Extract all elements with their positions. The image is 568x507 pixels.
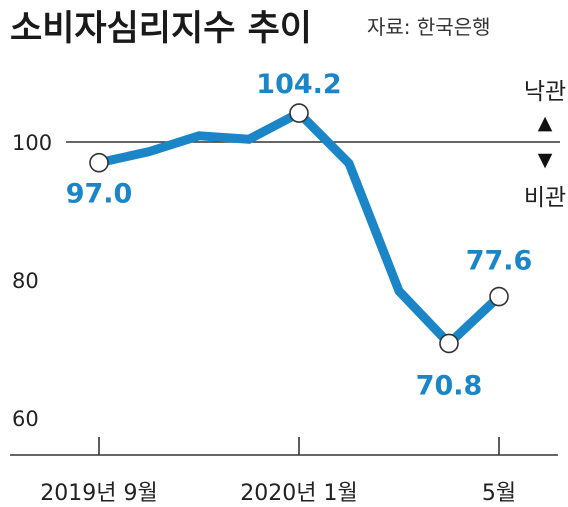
data-point-marker [439, 333, 459, 354]
reference-line-group: 낙관 ▲ ▼ 비관 [66, 79, 566, 211]
x-tick-label: 2020년 1월 [240, 481, 357, 506]
data-label: 77.6 [466, 246, 533, 277]
x-tick-label: 5월 [482, 481, 516, 506]
y-axis: 60 80 100 [12, 131, 52, 431]
chart-title: 소비자심리지수 추이 [10, 9, 312, 49]
down-arrow-icon: ▼ [538, 149, 553, 171]
y-tick-label: 80 [12, 269, 39, 293]
series-group [89, 103, 509, 354]
y-tick-label: 100 [12, 131, 52, 155]
x-axis: 2019년 9월 2020년 1월 5월 [10, 437, 558, 506]
x-tick-label: 2019년 9월 [40, 481, 157, 506]
series-line [98, 107, 503, 350]
y-tick-label: 60 [12, 407, 39, 431]
data-labels: 97.0 104.2 70.8 77.6 [66, 69, 533, 401]
source-note: 자료: 한국은행 [367, 15, 491, 39]
data-label: 97.0 [66, 179, 133, 210]
data-label: 104.2 [256, 69, 341, 100]
data-point-marker [89, 152, 109, 173]
data-label: 70.8 [416, 370, 483, 401]
data-point-marker [289, 103, 309, 123]
optimism-label: 낙관 [524, 79, 566, 105]
up-arrow-icon: ▲ [538, 112, 553, 134]
pessimism-label: 비관 [524, 185, 566, 211]
data-point-marker [489, 286, 509, 307]
